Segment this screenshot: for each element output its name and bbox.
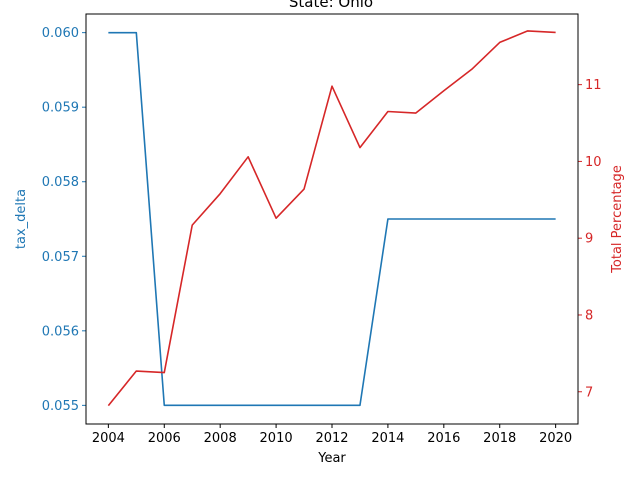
- y-left-tick-label: 0.060: [42, 26, 79, 41]
- series-line-right: [107, 30, 556, 407]
- y-right-tick-label: 7: [585, 385, 593, 400]
- y-left-tick-label: 0.056: [42, 324, 79, 339]
- y-right-tick-label: 10: [585, 155, 602, 170]
- y-left-tick-label: 0.059: [42, 101, 79, 116]
- x-tick-label: 2004: [92, 431, 125, 446]
- chart-title: State: Ohio: [289, 0, 373, 11]
- x-tick-label: 2020: [539, 431, 572, 446]
- y-left-axis-ticks: 0.055 0.056 0.057 0.058 0.059 0.060: [42, 26, 86, 414]
- x-axis-label: Year: [317, 451, 346, 466]
- plot-frame: [85, 13, 579, 425]
- x-tick-label: 2014: [371, 431, 404, 446]
- x-tick-label: 2010: [260, 431, 293, 446]
- y-left-tick-label: 0.055: [42, 399, 79, 414]
- series-line-left: [108, 31, 556, 407]
- x-tick-label: 2006: [148, 431, 181, 446]
- x-tick-label: 2018: [483, 431, 516, 446]
- y-left-tick-label: 0.058: [42, 175, 79, 190]
- y-right-axis-label: Total Percentage: [610, 165, 625, 274]
- y-right-tick-label: 11: [585, 78, 602, 93]
- y-right-axis-ticks: 7 8 9 10 11: [578, 78, 602, 400]
- x-axis-ticks: 2004 2006 2008 2010 2012 2014 2016 2018 2020: [92, 424, 572, 446]
- y-left-axis-label: tax_delta: [14, 189, 29, 249]
- x-tick-label: 2008: [204, 431, 237, 446]
- plot-lines: [107, 30, 556, 407]
- y-left-tick-label: 0.057: [42, 250, 79, 265]
- y-right-tick-label: 8: [585, 308, 593, 323]
- x-tick-label: 2012: [315, 431, 348, 446]
- x-tick-label: 2016: [427, 431, 460, 446]
- y-right-tick-label: 9: [585, 232, 593, 247]
